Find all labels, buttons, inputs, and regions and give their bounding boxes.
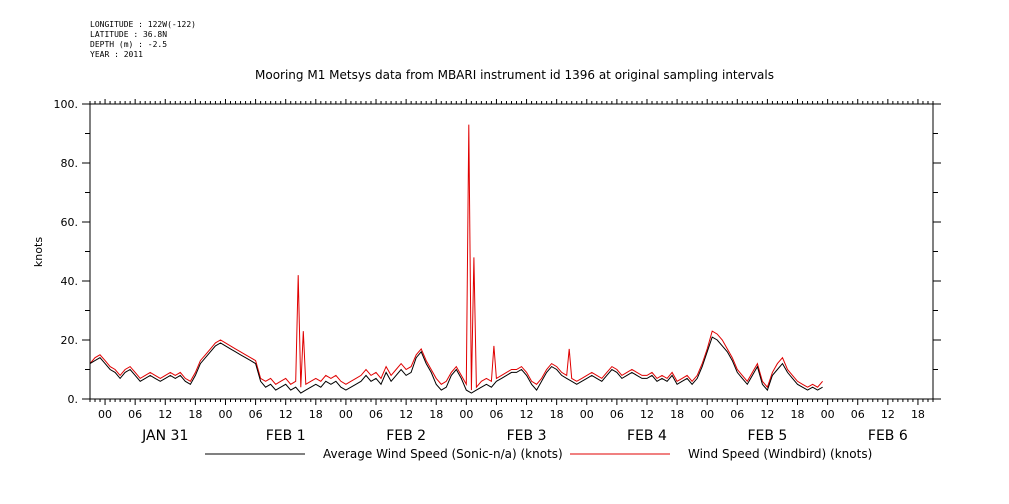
x-hour-label: 06 xyxy=(369,408,383,421)
y-tick-label: 40. xyxy=(61,275,79,288)
x-day-label: FEB 4 xyxy=(627,428,667,444)
x-hour-label: 06 xyxy=(730,408,744,421)
x-hour-label: 00 xyxy=(218,408,232,421)
y-axis-label: knots xyxy=(32,237,45,267)
x-hour-label: 18 xyxy=(791,408,805,421)
series-line-windbird xyxy=(89,124,823,391)
latitude-text: LATITUDE : 36.8N xyxy=(90,30,168,39)
y-tick-label: 100. xyxy=(54,98,79,111)
x-day-label: JAN 31 xyxy=(141,428,188,444)
x-hour-label: 00 xyxy=(580,408,594,421)
x-hour-label: 12 xyxy=(640,408,654,421)
x-hour-label: 06 xyxy=(851,408,865,421)
x-tick-labels: 00 06 12 18 00 06 12 18 00 06 12 18 00 06 12 18 00 06 12 18… xyxy=(98,408,925,444)
x-hour-label: 18 xyxy=(550,408,564,421)
x-hour-label: 00 xyxy=(98,408,112,421)
longitude-text: LONGITUDE : 122W(-122) xyxy=(90,20,196,29)
metadata-block: LONGITUDE : 122W(-122) LATITUDE : 36.8N … xyxy=(90,20,196,60)
x-hour-label: 18 xyxy=(309,408,323,421)
legend-label-windbird: Wind Speed (Windbird) (knots) xyxy=(688,447,872,461)
y-tick-label: 20. xyxy=(61,334,79,347)
x-hour-label: 06 xyxy=(249,408,263,421)
x-day-label: FEB 5 xyxy=(747,428,787,444)
x-hour-label: 00 xyxy=(700,408,714,421)
depth-text: DEPTH (m) : -2.5 xyxy=(90,40,168,49)
x-hour-label: 06 xyxy=(489,408,503,421)
axis-ticks xyxy=(82,99,941,405)
x-hour-label: 06 xyxy=(128,408,142,421)
chart-title: Mooring M1 Metsys data from MBARI instru… xyxy=(255,68,774,82)
x-hour-label: 00 xyxy=(459,408,473,421)
x-hour-label: 18 xyxy=(670,408,684,421)
x-day-label: FEB 3 xyxy=(507,428,547,444)
x-day-label: FEB 6 xyxy=(868,428,908,444)
x-hour-label: 12 xyxy=(881,408,895,421)
series-line-average-wind xyxy=(89,336,823,394)
x-day-label: FEB 2 xyxy=(386,428,426,444)
x-hour-label: 18 xyxy=(188,408,202,421)
x-hour-label: 12 xyxy=(520,408,534,421)
year-text: YEAR : 2011 xyxy=(90,50,143,59)
x-hour-label: 12 xyxy=(158,408,172,421)
legend-label-average: Average Wind Speed (Sonic-n/a) (knots) xyxy=(323,447,563,461)
plot-frame xyxy=(89,103,934,400)
y-tick-label: 0. xyxy=(68,393,79,406)
x-day-label: FEB 1 xyxy=(266,428,306,444)
x-hour-label: 00 xyxy=(821,408,835,421)
x-hour-label: 12 xyxy=(279,408,293,421)
x-hour-label: 06 xyxy=(610,408,624,421)
x-hour-label: 12 xyxy=(760,408,774,421)
y-tick-label: 80. xyxy=(61,157,79,170)
x-hour-label: 18 xyxy=(911,408,925,421)
y-tick-labels: 0. 20. 40. 60. 80. 100. xyxy=(54,98,79,406)
x-hour-label: 00 xyxy=(339,408,353,421)
legend: Average Wind Speed (Sonic-n/a) (knots) W… xyxy=(205,447,872,461)
series-layer xyxy=(89,124,823,394)
x-hour-label: 12 xyxy=(399,408,413,421)
x-hour-label: 18 xyxy=(429,408,443,421)
y-tick-label: 60. xyxy=(61,216,79,229)
